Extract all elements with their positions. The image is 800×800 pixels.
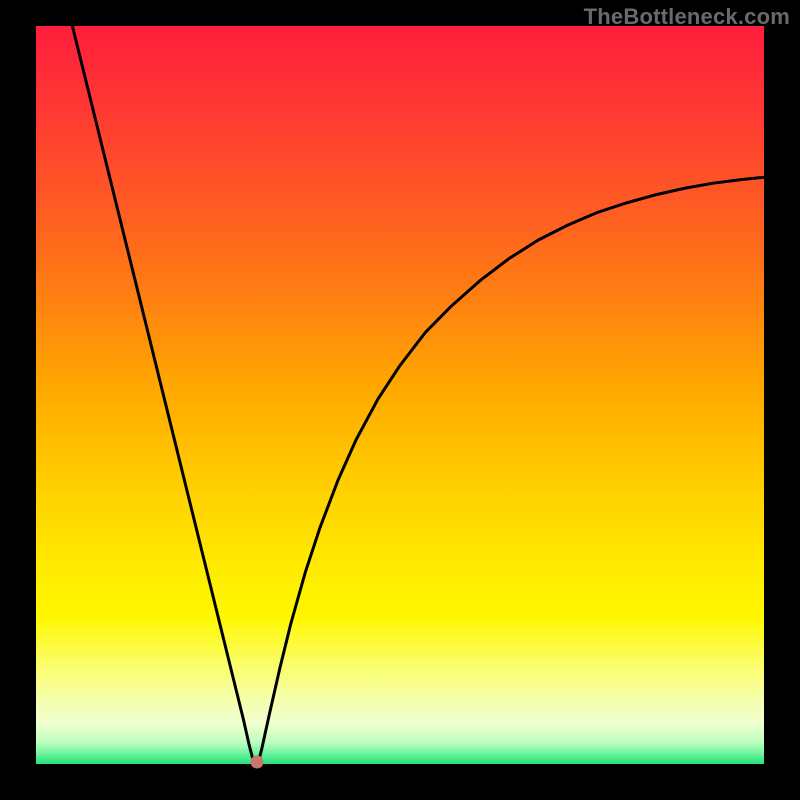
bottleneck-curve <box>72 26 764 763</box>
curve-svg <box>36 26 764 764</box>
optimal-point-marker <box>250 755 263 768</box>
plot-area <box>36 26 764 764</box>
watermark-text: TheBottleneck.com <box>584 4 790 30</box>
